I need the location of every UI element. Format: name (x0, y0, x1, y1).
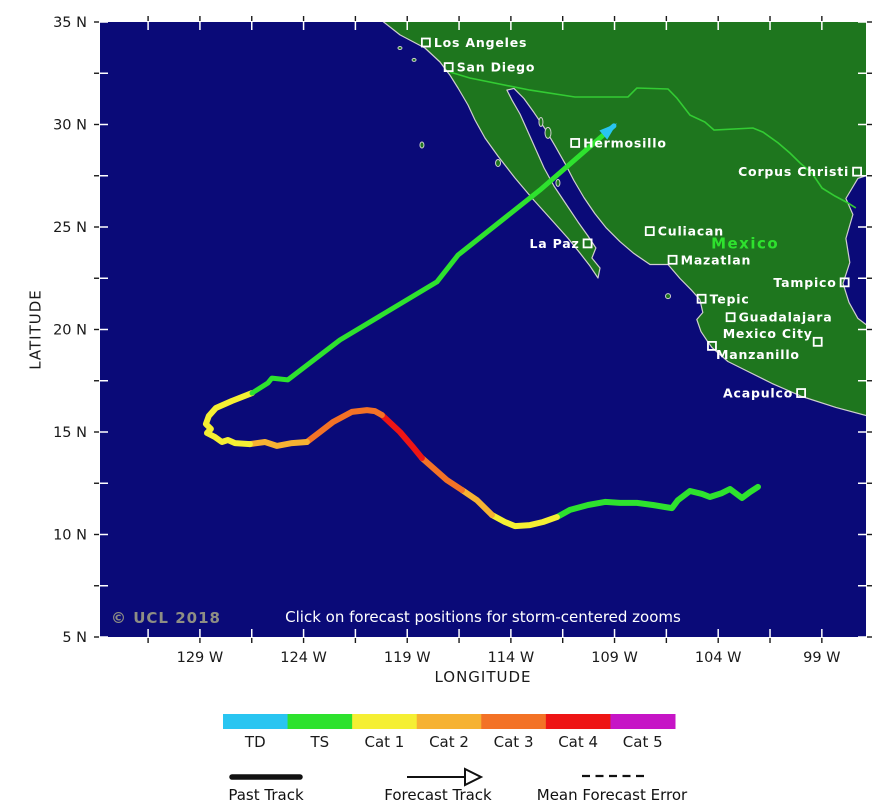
city-marker-guadalajara (725, 312, 736, 323)
x-tick-label: 129 W (177, 650, 224, 666)
intensity-label: Cat 2 (429, 733, 469, 751)
island (495, 159, 502, 168)
city-label-corpus-christi: Corpus Christi (738, 164, 849, 179)
city-label-culiacan: Culiacan (658, 224, 724, 239)
city-marker-corpus-christi (852, 166, 862, 177)
track-legend-label: Mean Forecast Error (537, 786, 688, 804)
intensity-swatch-cat-3 (481, 714, 547, 729)
city-marker-mexico-city (812, 336, 823, 347)
y-tick-label: 5 N (62, 630, 87, 646)
intensity-label: Cat 5 (623, 733, 663, 751)
x-tick-label: 124 W (280, 650, 327, 666)
city-label-tampico: Tampico (773, 275, 836, 290)
city-marker-manzanillo (707, 340, 717, 351)
intensity-swatch-ts (287, 714, 353, 729)
x-tick-label: 99 W (803, 650, 840, 666)
track-legend-label: Past Track (228, 786, 304, 804)
city-marker-tepic (696, 293, 707, 304)
city-marker-tampico (839, 277, 850, 288)
intensity-label: Cat 4 (558, 733, 598, 751)
forecast-track-segment[interactable] (249, 130, 609, 396)
city-marker-la-paz (582, 238, 593, 249)
track-legend-label: Forecast Track (384, 786, 492, 804)
island (411, 57, 417, 62)
city-label-manzanillo: Manzanillo (716, 347, 800, 362)
y-tick-label: 15 N (53, 425, 87, 441)
city-marker-acapulco (796, 388, 807, 398)
intensity-swatch-cat-2 (416, 714, 482, 729)
city-label-san-diego: San Diego (457, 60, 536, 75)
island (538, 117, 544, 128)
city-label-acapulco: Acapulco (723, 386, 793, 401)
past-track-segment (303, 407, 385, 445)
island (419, 141, 425, 149)
axis-ticks (94, 16, 872, 643)
city-label-los-angeles: Los Angeles (434, 35, 527, 50)
intensity-label: TD (244, 733, 266, 751)
x-tick-label: 119 W (384, 650, 431, 666)
city-label-mexico-city: Mexico City (723, 326, 813, 341)
intensity-label: TS (310, 733, 330, 751)
y-tick-label: 25 N (53, 220, 87, 236)
intensity-swatch-td (223, 714, 289, 729)
land-mass (382, 22, 866, 417)
past-track-segment (553, 483, 761, 521)
city-marker-los-angeles (420, 37, 431, 48)
city-marker-culiacan (644, 226, 655, 237)
past-track-segment (459, 487, 495, 518)
forecast-arrowhead-icon[interactable] (599, 123, 617, 140)
island (544, 126, 552, 139)
y-tick-label: 30 N (53, 118, 87, 134)
city-label-mazatlan: Mazatlan (681, 252, 752, 267)
island (665, 293, 672, 300)
map-layers: Mexico Los Angeles San Diego Hermosillo Corp… (202, 22, 866, 530)
city-marker-san-diego (443, 62, 454, 72)
x-tick-label: 104 W (695, 650, 742, 666)
city-marker-hermosillo (570, 138, 581, 148)
island (555, 178, 561, 187)
city-label-hermosillo: Hermosillo (583, 135, 667, 150)
y-tick-label: 35 N (53, 15, 87, 31)
intensity-label: Cat 1 (364, 733, 404, 751)
island (397, 46, 403, 51)
y-tick-label: 10 N (53, 528, 87, 544)
forecast-arrow-symbol (464, 767, 484, 787)
us-mexico-border (449, 71, 857, 209)
city-marker-mazatlan (667, 254, 678, 265)
past-track-segment (378, 412, 425, 461)
past-track-segment (246, 439, 310, 449)
past-track-segment (489, 512, 560, 530)
intensity-swatch-cat-1 (352, 714, 418, 729)
x-tick-label: 114 W (488, 650, 535, 666)
x-tick-label: 109 W (591, 650, 638, 666)
past-track-segment (418, 455, 465, 493)
intensity-swatch-cat-4 (545, 714, 611, 729)
intensity-label: Cat 3 (494, 733, 534, 751)
city-label-la-paz: La Paz (529, 236, 579, 251)
country-label-mexico: Mexico (711, 234, 779, 252)
past-track-segment (202, 390, 255, 448)
city-label-guadalajara: Guadalajara (739, 310, 833, 325)
y-tick-label: 20 N (53, 323, 87, 339)
city-label-tepic: Tepic (710, 291, 750, 306)
intensity-swatch-cat-5 (610, 714, 676, 729)
